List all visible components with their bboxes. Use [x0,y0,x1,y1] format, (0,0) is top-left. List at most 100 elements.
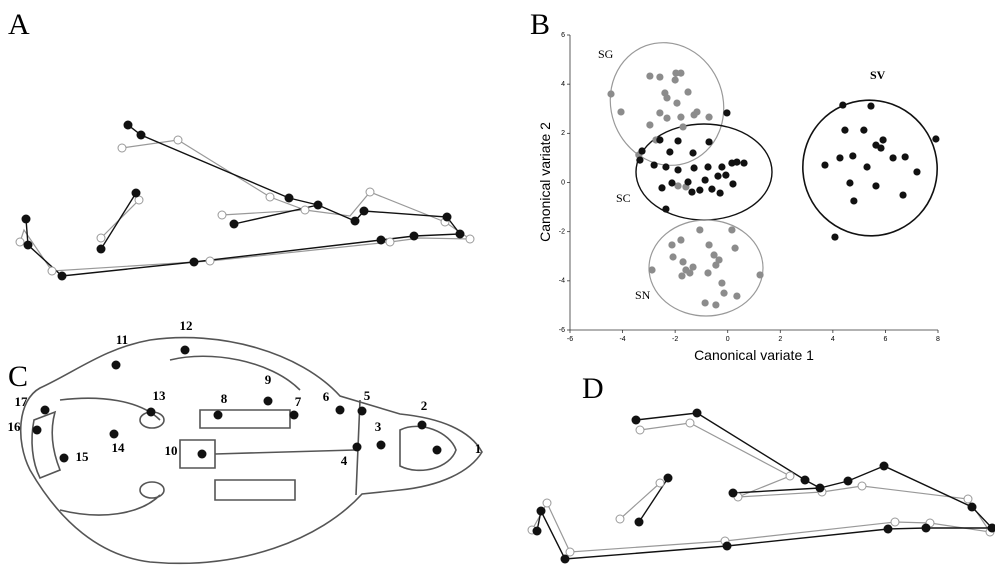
x-tick-label: -2 [672,336,678,343]
point [672,76,679,83]
point [678,272,685,279]
point [756,271,763,278]
point [607,90,614,97]
panel-label: A [8,8,30,41]
point [846,179,853,186]
x-tick-label: -4 [619,336,625,343]
landmark-label: 4 [341,453,348,468]
landmark-label: 5 [364,388,371,403]
y-tick-label: -2 [559,229,565,236]
point [693,108,700,115]
point [722,172,729,179]
landmark-label: 12 [180,318,193,333]
point [677,114,684,121]
y-axis-title: Canonical variate 2 [537,122,553,242]
point [723,109,730,116]
point [677,70,684,77]
point [889,154,896,161]
x-tick-label: 8 [936,336,940,343]
figure: A B C D [0,0,995,573]
point [677,236,684,243]
point [702,176,709,183]
point [689,149,696,156]
point [932,135,939,142]
landmark-label: 9 [265,372,272,387]
x-tick-label: 4 [831,336,835,343]
point [668,241,675,248]
landmark-label: 8 [221,391,228,406]
point [718,163,725,170]
point [696,226,703,233]
point [849,152,856,159]
x-tick-label: 2 [778,336,782,343]
landmark-label: 16 [8,419,22,434]
point [669,253,676,260]
panel-label: D [582,372,604,405]
point [860,127,867,134]
point [821,161,828,168]
point [673,99,680,106]
point [839,101,846,108]
point [872,182,879,189]
point [662,163,669,170]
landmark-label: 3 [375,419,382,434]
wireframe-a [16,121,474,281]
point [702,299,709,306]
point [877,144,884,151]
y-tick-label: -4 [559,278,565,285]
point [879,136,886,143]
point [836,154,843,161]
landmark-label: 2 [421,398,428,413]
point [688,188,695,195]
group-label: SC [616,191,631,205]
panel-label: C [8,360,28,393]
group-label: SV [870,68,886,82]
y-tick-label: 2 [561,130,565,137]
point [731,245,738,252]
point [841,127,848,134]
point [705,138,712,145]
point [668,179,675,186]
point [708,186,715,193]
point [740,159,747,166]
point [617,108,624,115]
point [656,136,663,143]
point [648,266,655,273]
landmark-label: 14 [112,440,126,455]
point [663,94,670,101]
point [704,163,711,170]
point [636,157,643,164]
x-tick-label: 0 [726,336,730,343]
point [656,73,663,80]
point [684,88,691,95]
point [705,241,712,248]
y-tick-label: 0 [561,179,565,186]
point [662,205,669,212]
point [733,292,740,299]
skull-drawing [21,338,482,564]
group-label: SG [598,47,614,61]
panel-label: B [530,8,550,41]
point [663,114,670,121]
point [674,166,681,173]
landmark-label: 11 [116,332,128,347]
landmark-label: 13 [153,388,167,403]
point [863,163,870,170]
landmark-label: 6 [323,389,330,404]
point [899,191,906,198]
landmark-label: 10 [165,443,178,458]
x-tick-label: 6 [883,336,887,343]
x-tick-label: -6 [567,336,573,343]
point [733,158,740,165]
point [850,197,857,204]
y-tick-label: 4 [561,81,565,88]
point [638,147,645,154]
point [728,226,735,233]
y-tick-label: -6 [559,327,565,334]
point [696,187,703,194]
point [674,137,681,144]
point [831,233,838,240]
landmark-label: 1 [475,441,482,456]
point [646,72,653,79]
point [656,109,663,116]
